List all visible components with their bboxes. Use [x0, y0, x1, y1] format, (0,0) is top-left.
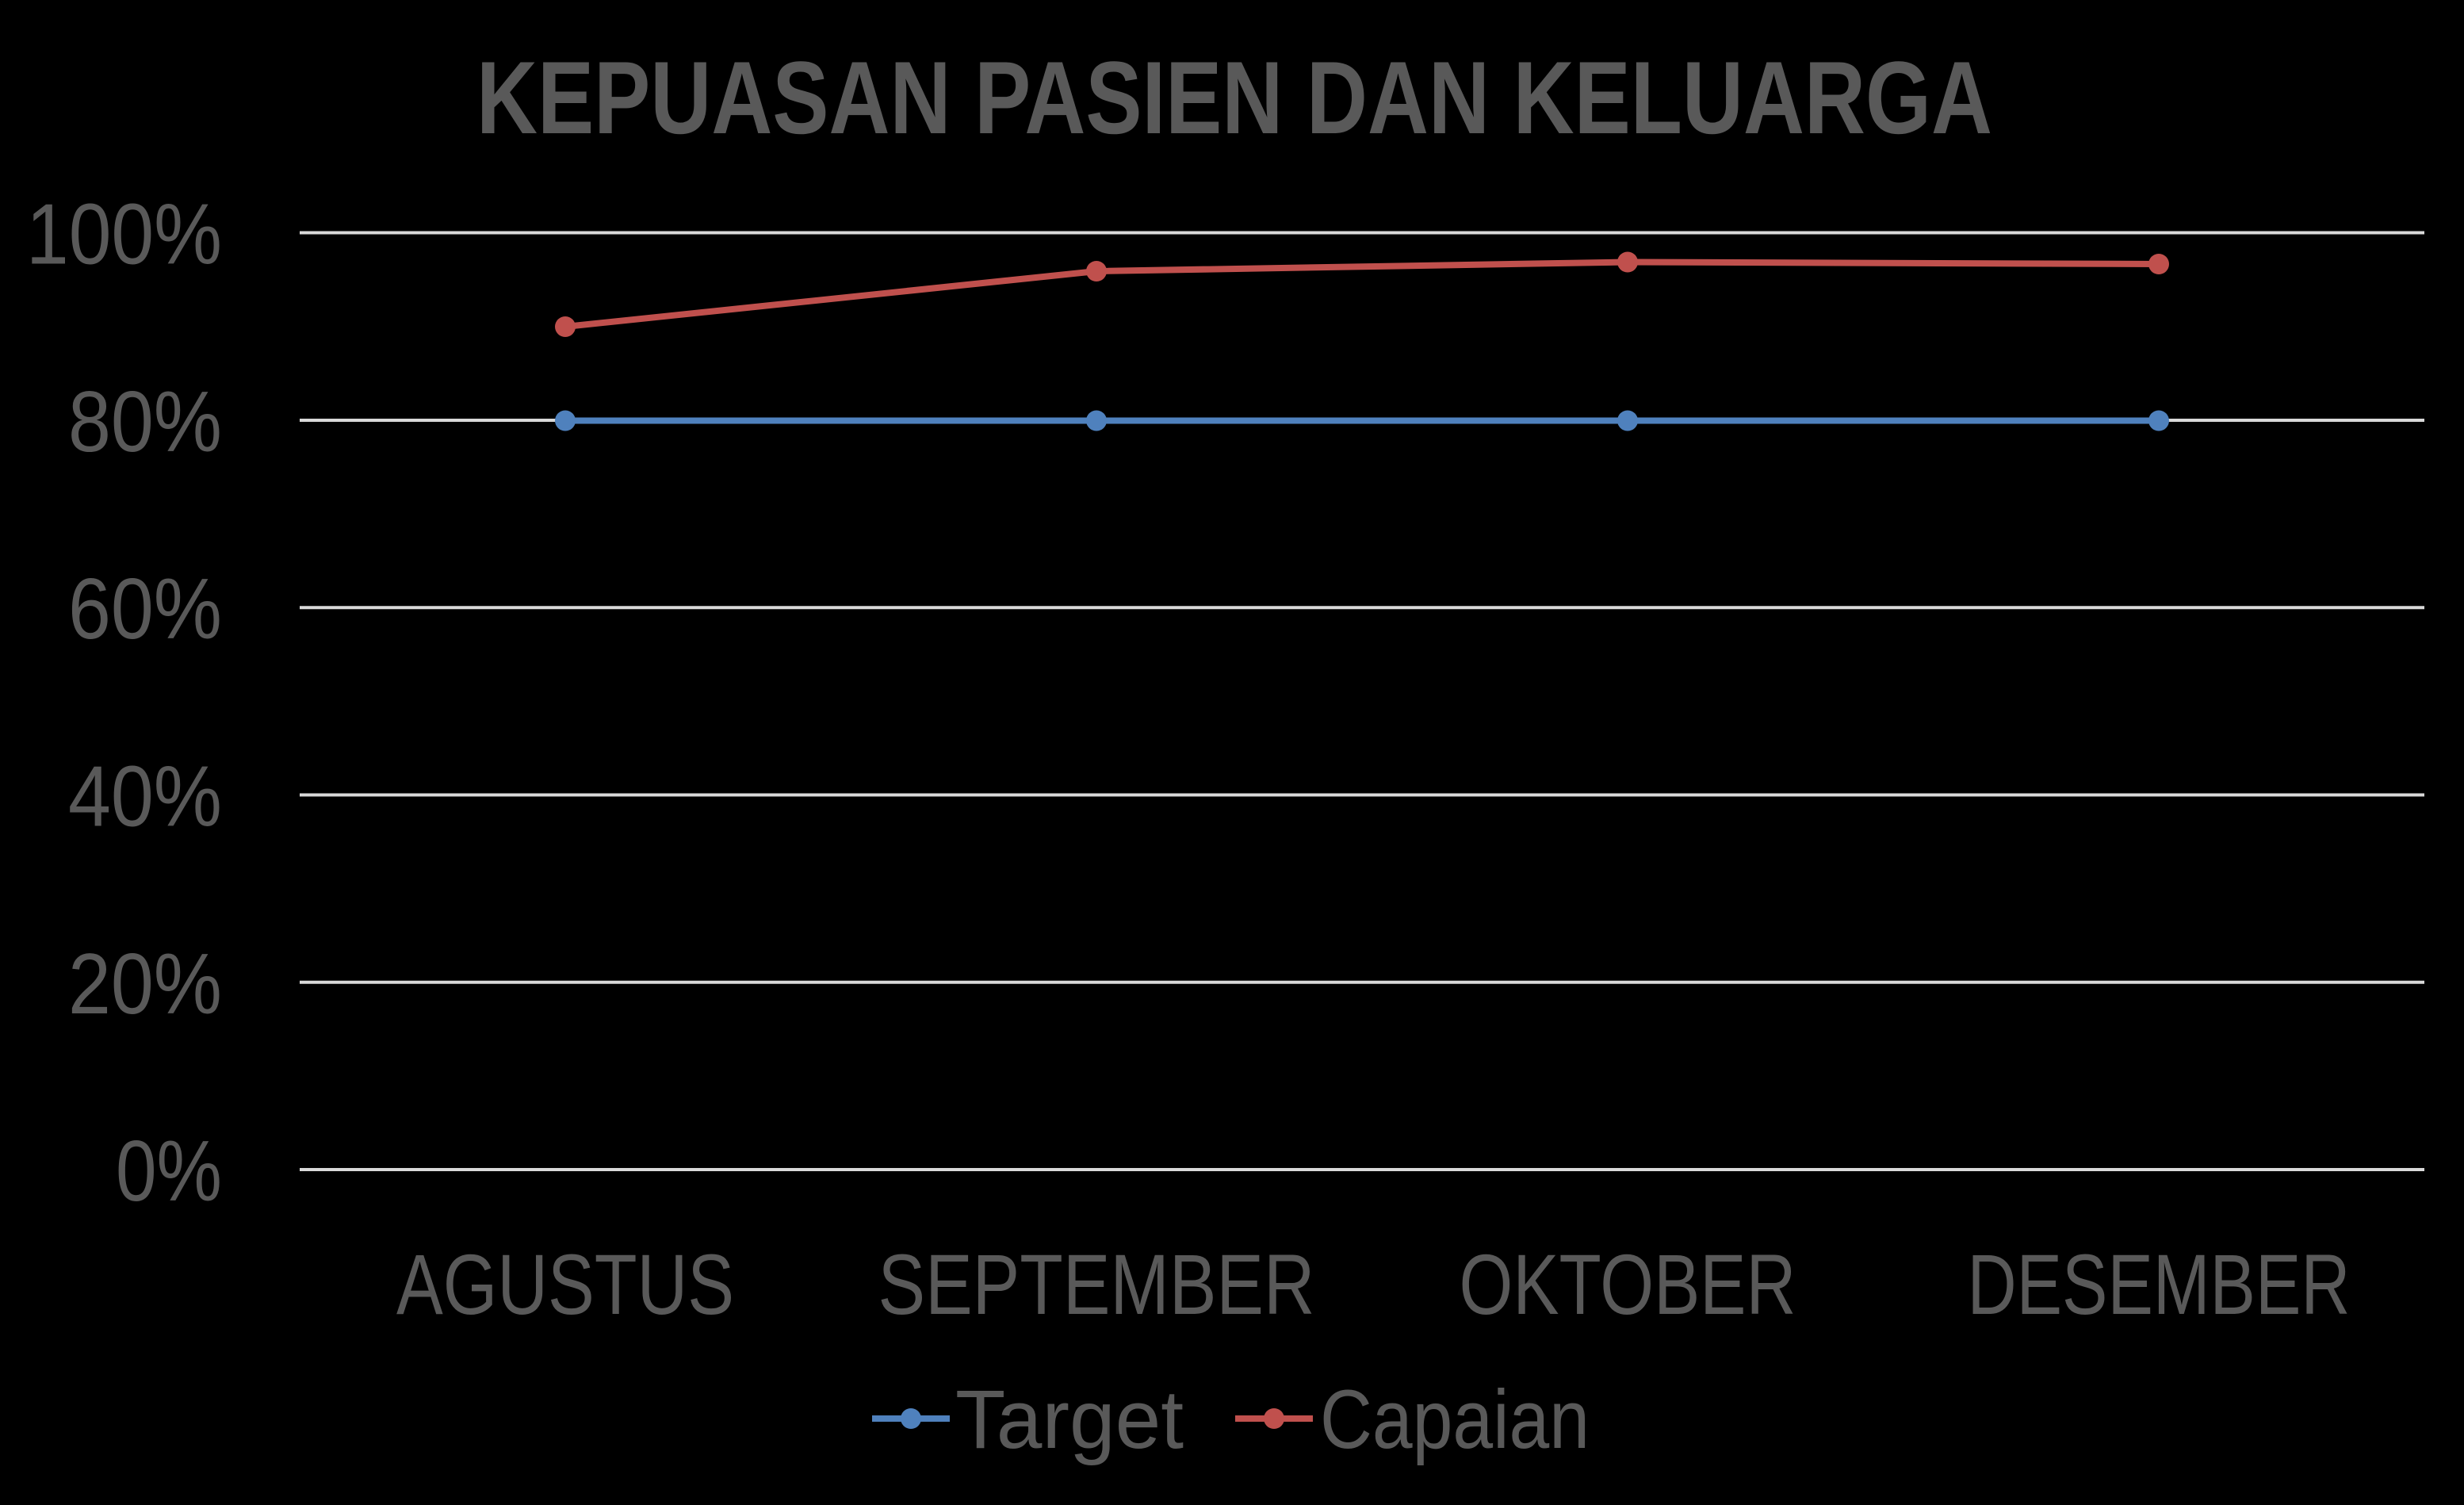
svg-text:100%: 100%	[26, 186, 222, 283]
svg-text:Target: Target	[955, 1373, 1184, 1466]
svg-text:0%: 0%	[116, 1123, 222, 1220]
svg-text:80%: 80%	[68, 373, 222, 470]
svg-text:40%: 40%	[68, 749, 222, 845]
svg-text:DESEMBER: DESEMBER	[1968, 1236, 2351, 1332]
svg-text:60%: 60%	[68, 561, 222, 657]
svg-text:KEPUASAN PASIEN DAN KELUARGA: KEPUASAN PASIEN DAN KELUARGA	[476, 40, 1992, 155]
svg-text:AGUSTUS: AGUSTUS	[396, 1236, 734, 1332]
svg-text:OKTOBER: OKTOBER	[1460, 1236, 1796, 1332]
svg-text:SEPTEMBER: SEPTEMBER	[878, 1236, 1315, 1332]
svg-text:20%: 20%	[68, 936, 222, 1032]
svg-text:Capaian: Capaian	[1320, 1373, 1590, 1466]
